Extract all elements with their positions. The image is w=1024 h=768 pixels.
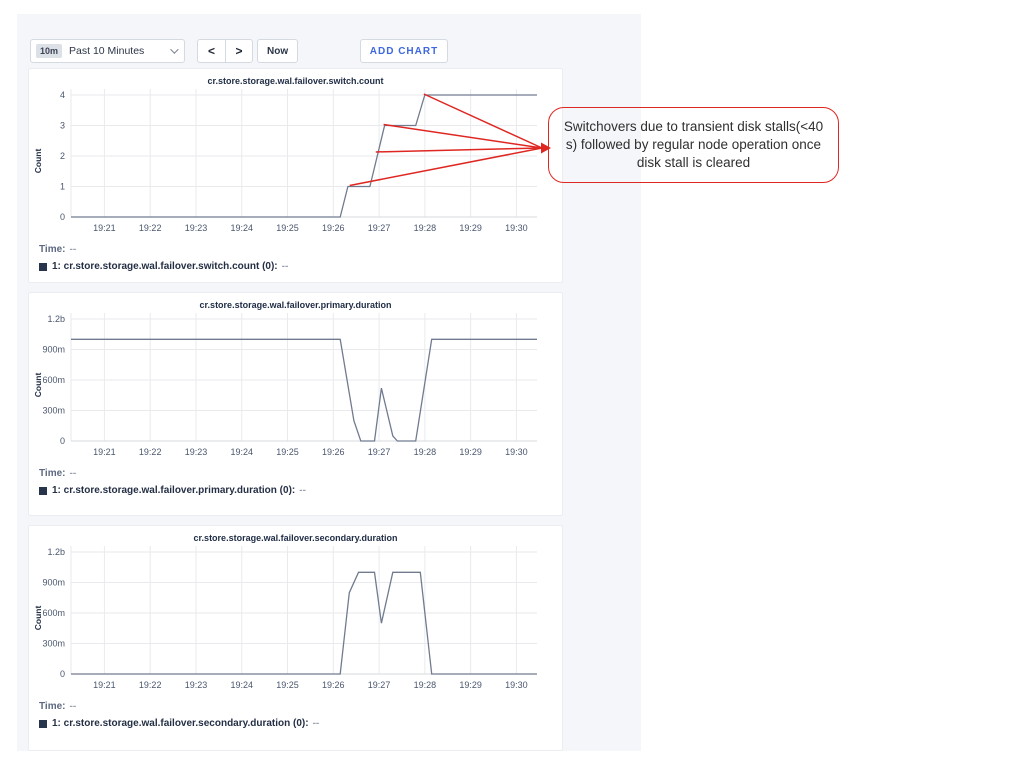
legend-time-row: Time: -- xyxy=(39,244,76,255)
x-tick-label: 19:27 xyxy=(368,447,391,457)
legend-series-row: 1: cr.store.storage.wal.failover.primary… xyxy=(39,485,306,496)
x-tick-label: 19:30 xyxy=(505,447,528,457)
y-tick-label: 600m xyxy=(42,375,65,385)
legend-swatch-icon xyxy=(39,486,47,495)
y-tick-label: 300m xyxy=(42,639,65,649)
chart-title: cr.store.storage.wal.failover.switch.cou… xyxy=(207,76,384,86)
x-tick-label: 19:21 xyxy=(93,447,116,457)
chart-card: cr.store.storage.wal.failover.secondary.… xyxy=(28,525,563,751)
x-tick-label: 19:28 xyxy=(414,447,437,457)
chart-card: cr.store.storage.wal.failover.switch.cou… xyxy=(28,68,563,283)
y-tick-label: 1 xyxy=(60,182,65,192)
x-tick-label: 19:22 xyxy=(139,680,162,690)
x-tick-label: 19:22 xyxy=(139,447,162,457)
legend-series-row: 1: cr.store.storage.wal.failover.switch.… xyxy=(39,261,288,272)
x-tick-label: 19:26 xyxy=(322,680,345,690)
x-tick-label: 19:26 xyxy=(322,223,345,233)
x-tick-label: 19:24 xyxy=(230,223,253,233)
y-tick-label: 1.2b xyxy=(47,314,65,324)
legend-series-value: -- xyxy=(312,718,320,729)
legend-time-label: Time: xyxy=(39,468,66,479)
y-tick-label: 900m xyxy=(42,578,65,588)
y-tick-label: 300m xyxy=(42,406,65,416)
chart-plot[interactable]: 19:21 19:22 19:23 19:24 19:25 19:26 19:27 19:28… xyxy=(29,305,564,463)
y-axis-label: Count xyxy=(33,606,43,631)
y-tick-label: 2 xyxy=(60,151,65,161)
y-tick-label: 0 xyxy=(60,212,65,222)
legend-time-label: Time: xyxy=(39,244,66,255)
prev-timespan-button[interactable]: < xyxy=(197,39,225,63)
x-tick-label: 19:29 xyxy=(459,680,482,690)
y-tick-label: 0 xyxy=(60,436,65,446)
series-line xyxy=(71,571,537,675)
legend-series-label: 1: cr.store.storage.wal.failover.seconda… xyxy=(52,718,309,729)
legend-swatch-icon xyxy=(39,719,47,728)
x-tick-label: 19:23 xyxy=(185,447,208,457)
next-timespan-button[interactable]: > xyxy=(225,39,253,63)
chart-card: cr.store.storage.wal.failover.primary.du… xyxy=(28,292,563,516)
y-axis-label: Count xyxy=(33,373,43,398)
time-nav-group: < > xyxy=(197,39,253,63)
x-tick-label: 19:25 xyxy=(276,447,299,457)
y-tick-label: 0 xyxy=(60,669,65,679)
chart-title: cr.store.storage.wal.failover.secondary.… xyxy=(193,533,398,543)
add-chart-button[interactable]: ADD CHART xyxy=(360,39,448,63)
chart-title: cr.store.storage.wal.failover.primary.du… xyxy=(199,300,392,310)
y-tick-label: 1.2b xyxy=(47,547,65,557)
y-tick-label: 4 xyxy=(60,90,65,100)
x-tick-label: 19:23 xyxy=(185,223,208,233)
time-range-label: Past 10 Minutes xyxy=(69,45,145,57)
now-button[interactable]: Now xyxy=(257,39,299,63)
legend-time-label: Time: xyxy=(39,701,66,712)
legend-time-value: -- xyxy=(69,468,77,479)
legend-time-value: -- xyxy=(69,244,77,255)
legend-time-row: Time: -- xyxy=(39,468,76,479)
x-tick-label: 19:22 xyxy=(139,223,162,233)
toolbar: 10m Past 10 Minutes < > Now ADD CHART xyxy=(30,39,630,63)
chart-plot[interactable]: 19:21 19:22 19:23 19:24 19:25 19:26 19:27 19:28… xyxy=(29,81,564,239)
chart-plot[interactable]: 19:21 19:22 19:23 19:24 19:25 19:26 19:27 19:28… xyxy=(29,538,564,696)
x-tick-label: 19:28 xyxy=(414,680,437,690)
y-tick-label: 900m xyxy=(42,345,65,355)
legend-series-label: 1: cr.store.storage.wal.failover.primary… xyxy=(52,485,296,496)
x-tick-label: 19:30 xyxy=(505,680,528,690)
x-tick-label: 19:28 xyxy=(414,223,437,233)
legend-series-value: -- xyxy=(299,485,306,496)
x-tick-label: 19:27 xyxy=(368,680,391,690)
y-axis-label: Count xyxy=(33,149,43,174)
legend-time-row: Time: -- xyxy=(39,701,76,712)
x-tick-label: 19:25 xyxy=(276,680,299,690)
x-tick-label: 19:23 xyxy=(185,680,208,690)
x-tick-label: 19:29 xyxy=(459,223,482,233)
x-tick-label: 19:24 xyxy=(230,680,253,690)
time-range-badge: 10m xyxy=(36,44,63,58)
x-tick-label: 19:29 xyxy=(459,447,482,457)
x-tick-label: 19:21 xyxy=(93,680,116,690)
x-tick-label: 19:25 xyxy=(276,223,299,233)
chevron-down-icon xyxy=(170,45,179,54)
annotation-box: Switchovers due to transient disk stalls… xyxy=(548,107,839,183)
x-tick-label: 19:24 xyxy=(230,447,253,457)
legend-time-value: -- xyxy=(69,701,77,712)
series-line xyxy=(71,338,537,442)
time-range-dropdown[interactable]: 10m Past 10 Minutes xyxy=(30,39,185,63)
legend-series-row: 1: cr.store.storage.wal.failover.seconda… xyxy=(39,718,319,729)
x-tick-label: 19:26 xyxy=(322,447,345,457)
legend-series-label: 1: cr.store.storage.wal.failover.switch.… xyxy=(52,261,278,272)
y-tick-label: 3 xyxy=(60,121,65,131)
legend-series-value: -- xyxy=(281,261,289,272)
x-tick-label: 19:21 xyxy=(93,223,116,233)
x-tick-label: 19:30 xyxy=(505,223,528,233)
legend-swatch-icon xyxy=(39,262,47,271)
x-tick-label: 19:27 xyxy=(368,223,391,233)
y-tick-label: 600m xyxy=(42,608,65,618)
